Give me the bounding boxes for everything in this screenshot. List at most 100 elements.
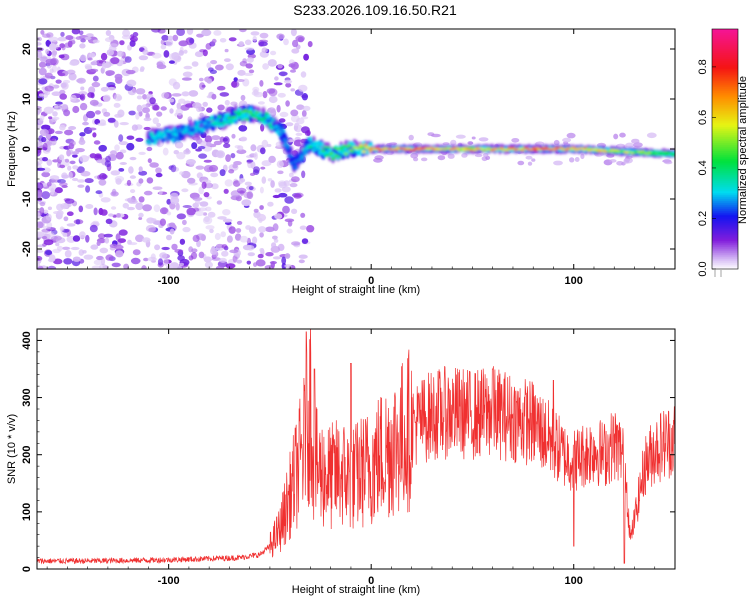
spectrogram-noise-blob	[108, 213, 114, 217]
spectrogram-noise-blob	[270, 180, 275, 188]
colorbar-cell	[712, 255, 738, 258]
spectrogram-ridge-cell	[180, 134, 185, 140]
colorbar-cell	[712, 133, 738, 136]
spectrogram-noise-blob	[67, 202, 72, 207]
spectrogram-noise-blob	[278, 118, 286, 123]
spectrogram-noise-blob	[291, 241, 301, 246]
colorbar-cell	[712, 139, 738, 142]
colorbar-cell	[712, 205, 738, 208]
spectrogram-noise-blob	[196, 240, 201, 248]
spectrogram-noise-blob	[142, 107, 150, 114]
spectrogram-noise-blob	[80, 86, 85, 91]
spectrogram-noise-blob	[117, 109, 125, 118]
spectrogram-noise-blob	[148, 227, 157, 233]
colorbar-cell	[712, 75, 738, 78]
y-tick-label: 300	[21, 388, 33, 406]
spectrogram-noise-blob	[46, 159, 53, 166]
colorbar-cell	[712, 165, 738, 168]
spectrogram-noise-blob	[60, 31, 65, 37]
spectrogram-noise-blob	[253, 208, 259, 213]
spectrogram-noise-blob	[279, 111, 289, 118]
spectrogram-noise-blob	[562, 137, 572, 143]
colorbar-cell	[712, 109, 738, 112]
spectrogram-noise-blob	[252, 35, 257, 42]
spectrogram-ridge-cell	[356, 150, 362, 156]
spectrogram-noise-blob	[149, 97, 156, 105]
colorbar-cell	[712, 249, 738, 252]
colorbar-cell	[712, 247, 738, 250]
spectrogram-noise-blob	[113, 120, 119, 128]
spectrogram-noise-blob	[72, 105, 80, 114]
spectrogram-noise-blob	[293, 193, 302, 199]
spectrogram-noise-blob	[219, 38, 227, 43]
colorbar-cell	[712, 123, 738, 126]
spectrogram-ridge-cell	[177, 136, 182, 142]
spectrogram-noise-blob	[129, 175, 136, 179]
colorbar-cell	[712, 31, 738, 34]
spectrogram-noise-blob	[169, 228, 175, 235]
y-tick-label: -10	[21, 191, 33, 207]
colorbar-cell	[712, 183, 738, 186]
spectrogram-noise-blob	[91, 81, 101, 88]
spectrogram-noise-blob	[233, 180, 241, 187]
spectrogram-noise-blob	[56, 245, 63, 251]
spectrogram-noise-blob	[119, 40, 125, 46]
spectrogram-noise-blob	[79, 54, 87, 62]
spectrogram-ridge-cell	[280, 140, 286, 143]
spectrogram-noise-blob	[86, 33, 94, 38]
spectrogram-noise-blob	[553, 139, 560, 146]
spectrogram-noise-blob	[37, 249, 44, 253]
spectrogram-ridge-cell	[292, 162, 297, 166]
spectrogram-ridge-cell	[228, 120, 234, 124]
spectrogram-noise-blob	[230, 153, 236, 159]
spectrogram-ridge-cell	[368, 149, 373, 153]
spectrogram-noise-blob	[274, 188, 282, 193]
spectrogram-noise-blob	[89, 68, 99, 73]
spectrogram-noise-blob	[109, 43, 119, 48]
spectrogram-noise-blob	[272, 223, 279, 232]
figure-title: S233.2026.109.16.50.R21	[293, 2, 457, 18]
colorbar-cell	[712, 59, 738, 62]
spectrogram-noise-blob	[105, 254, 114, 261]
spectrogram-noise-blob	[431, 133, 441, 138]
spectrogram-noise-blob	[48, 254, 56, 262]
spectrogram-noise-blob	[64, 158, 70, 163]
colorbar-cell	[712, 93, 738, 96]
spectrogram-noise-blob	[170, 164, 177, 173]
spectrogram-noise-blob	[59, 103, 69, 109]
spectrogram-noise-blob	[225, 263, 236, 269]
spectrogram-ridge-cell	[172, 127, 177, 132]
spectrogram-noise-blob	[54, 130, 63, 135]
spectrogram-noise-blob	[161, 34, 169, 41]
spectrogram-ridge-cell	[586, 149, 592, 152]
spectrogram-noise-blob	[258, 41, 268, 47]
spectrogram-noise-blob	[37, 42, 42, 46]
spectrogram-noise-blob	[222, 209, 231, 216]
spectrogram-noise-blob	[535, 141, 545, 147]
spectrogram-noise-blob	[65, 35, 74, 41]
spectrogram-noise-blob	[59, 93, 67, 100]
spectrogram-noise-blob	[243, 72, 254, 76]
spectrogram-noise-blob	[143, 257, 149, 262]
spectrogram-ridge-cell	[279, 128, 284, 132]
spectrogram-noise-blob	[45, 49, 50, 55]
spectrogram-noise-blob	[170, 196, 180, 205]
spectrogram-noise-blob	[147, 158, 152, 164]
spectrogram-noise-blob	[39, 114, 45, 122]
spectrogram-noise-blob	[277, 243, 285, 251]
spectrogram-noise-blob	[63, 258, 73, 265]
spectrogram-noise-blob	[171, 243, 178, 251]
spectrogram-noise-blob	[43, 239, 54, 246]
spectrogram-noise-blob	[50, 187, 55, 196]
spectrogram-noise-blob	[288, 63, 296, 68]
spectrogram-noise-blob	[40, 124, 51, 131]
spectrogram-noise-blob	[209, 228, 214, 234]
spectrogram-noise-blob	[113, 102, 121, 108]
spectrogram-noise-blob	[100, 258, 106, 266]
colorbar-cell	[712, 163, 738, 166]
spectrogram-noise-blob	[272, 194, 281, 199]
colorbar-cell	[712, 235, 738, 238]
spectrogram-ridge-cell	[206, 118, 211, 121]
spectrogram-noise-blob	[300, 71, 307, 78]
spectrogram-noise-blob	[64, 129, 74, 136]
